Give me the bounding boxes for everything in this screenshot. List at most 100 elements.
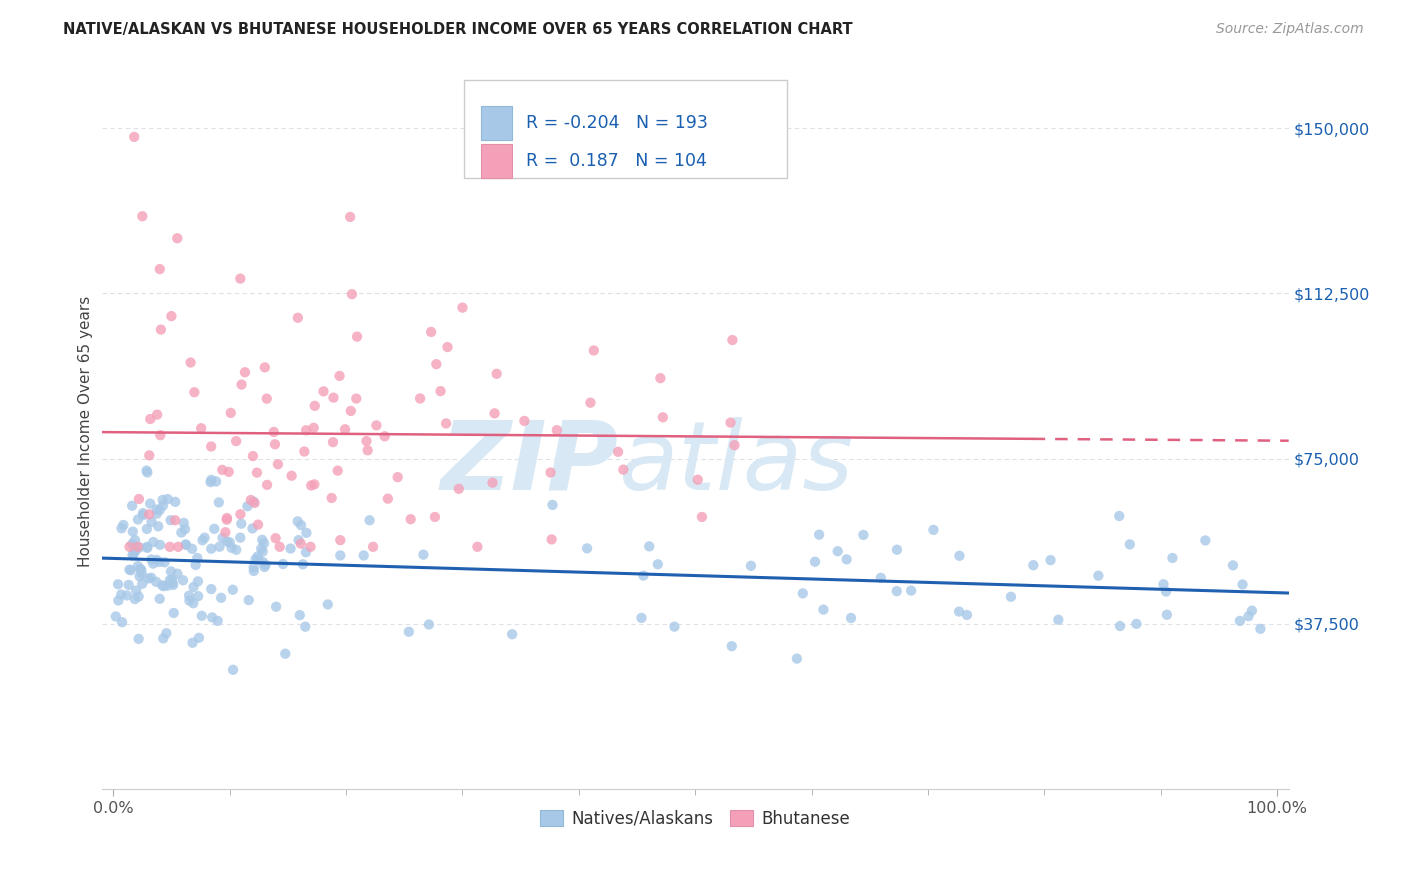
- Point: [121, 537, 143, 551]
- Point: [287, 533, 309, 548]
- Point: [127, 540, 149, 554]
- Point: [131, 576, 153, 591]
- Point: [638, 539, 661, 553]
- Point: [242, 449, 264, 463]
- Point: [630, 611, 652, 625]
- Point: [398, 624, 420, 639]
- Point: [138, 449, 160, 463]
- Legend: Natives/Alaskans, Bhutanese: Natives/Alaskans, Bhutanese: [533, 804, 858, 835]
- Point: [280, 468, 302, 483]
- Point: [264, 531, 287, 545]
- Point: [127, 512, 149, 526]
- Point: [183, 580, 205, 594]
- Point: [159, 540, 181, 554]
- Point: [200, 582, 222, 596]
- Point: [132, 508, 155, 522]
- Point: [356, 434, 378, 449]
- Point: [181, 636, 204, 650]
- Point: [418, 617, 440, 632]
- Point: [540, 533, 562, 547]
- Point: [115, 588, 138, 602]
- Point: [467, 540, 489, 554]
- Point: [922, 523, 945, 537]
- Point: [651, 410, 673, 425]
- Point: [200, 440, 222, 454]
- Point: [152, 632, 174, 646]
- Point: [146, 507, 169, 521]
- Point: [149, 322, 172, 336]
- Point: [253, 536, 276, 550]
- Point: [174, 538, 197, 552]
- Point: [302, 421, 325, 435]
- Point: [835, 552, 858, 566]
- Point: [162, 576, 184, 591]
- Point: [333, 422, 356, 436]
- Point: [299, 478, 322, 492]
- Point: [200, 475, 222, 490]
- Point: [202, 522, 225, 536]
- Point: [399, 512, 422, 526]
- Text: NATIVE/ALASKAN VS BHUTANESE HOUSEHOLDER INCOME OVER 65 YEARS CORRELATION CHART: NATIVE/ALASKAN VS BHUTANESE HOUSEHOLDER …: [63, 22, 853, 37]
- Point: [181, 596, 204, 610]
- Point: [149, 538, 172, 552]
- Point: [312, 384, 335, 399]
- Point: [786, 651, 808, 665]
- Point: [374, 429, 396, 443]
- Point: [322, 391, 344, 405]
- Point: [1109, 619, 1132, 633]
- Point: [295, 423, 318, 437]
- Point: [295, 525, 318, 540]
- Point: [1156, 607, 1178, 622]
- Point: [254, 558, 277, 572]
- Point: [187, 574, 209, 589]
- Point: [339, 210, 361, 224]
- Point: [207, 614, 229, 628]
- Point: [173, 516, 195, 530]
- Point: [166, 566, 188, 581]
- Point: [290, 518, 312, 533]
- Point: [231, 516, 253, 531]
- Text: atlas: atlas: [619, 417, 853, 510]
- Point: [174, 522, 197, 536]
- Point: [804, 555, 827, 569]
- Point: [132, 506, 155, 520]
- Point: [869, 571, 891, 585]
- Point: [481, 475, 503, 490]
- Point: [346, 329, 368, 343]
- Point: [267, 457, 290, 471]
- Point: [208, 540, 231, 554]
- Point: [242, 521, 264, 535]
- Point: [409, 392, 432, 406]
- Point: [329, 549, 352, 563]
- Point: [253, 560, 276, 574]
- Point: [191, 608, 214, 623]
- Point: [340, 404, 363, 418]
- Point: [294, 620, 316, 634]
- Point: [122, 547, 145, 561]
- Point: [377, 491, 399, 506]
- Point: [357, 443, 380, 458]
- Point: [129, 563, 152, 577]
- Point: [221, 541, 243, 555]
- Point: [149, 428, 172, 442]
- Point: [201, 610, 224, 624]
- Point: [205, 475, 228, 489]
- Point: [242, 560, 264, 574]
- Point: [231, 377, 253, 392]
- Point: [141, 571, 163, 585]
- Point: [225, 542, 247, 557]
- Point: [152, 492, 174, 507]
- Point: [299, 540, 322, 554]
- Point: [229, 508, 252, 522]
- Point: [149, 262, 172, 277]
- Point: [948, 605, 970, 619]
- Point: [271, 557, 294, 571]
- Point: [1222, 558, 1244, 573]
- Point: [142, 557, 165, 571]
- Point: [125, 583, 148, 598]
- Point: [128, 541, 150, 555]
- Point: [159, 573, 181, 587]
- Point: [111, 615, 134, 630]
- Point: [576, 541, 599, 556]
- Point: [124, 592, 146, 607]
